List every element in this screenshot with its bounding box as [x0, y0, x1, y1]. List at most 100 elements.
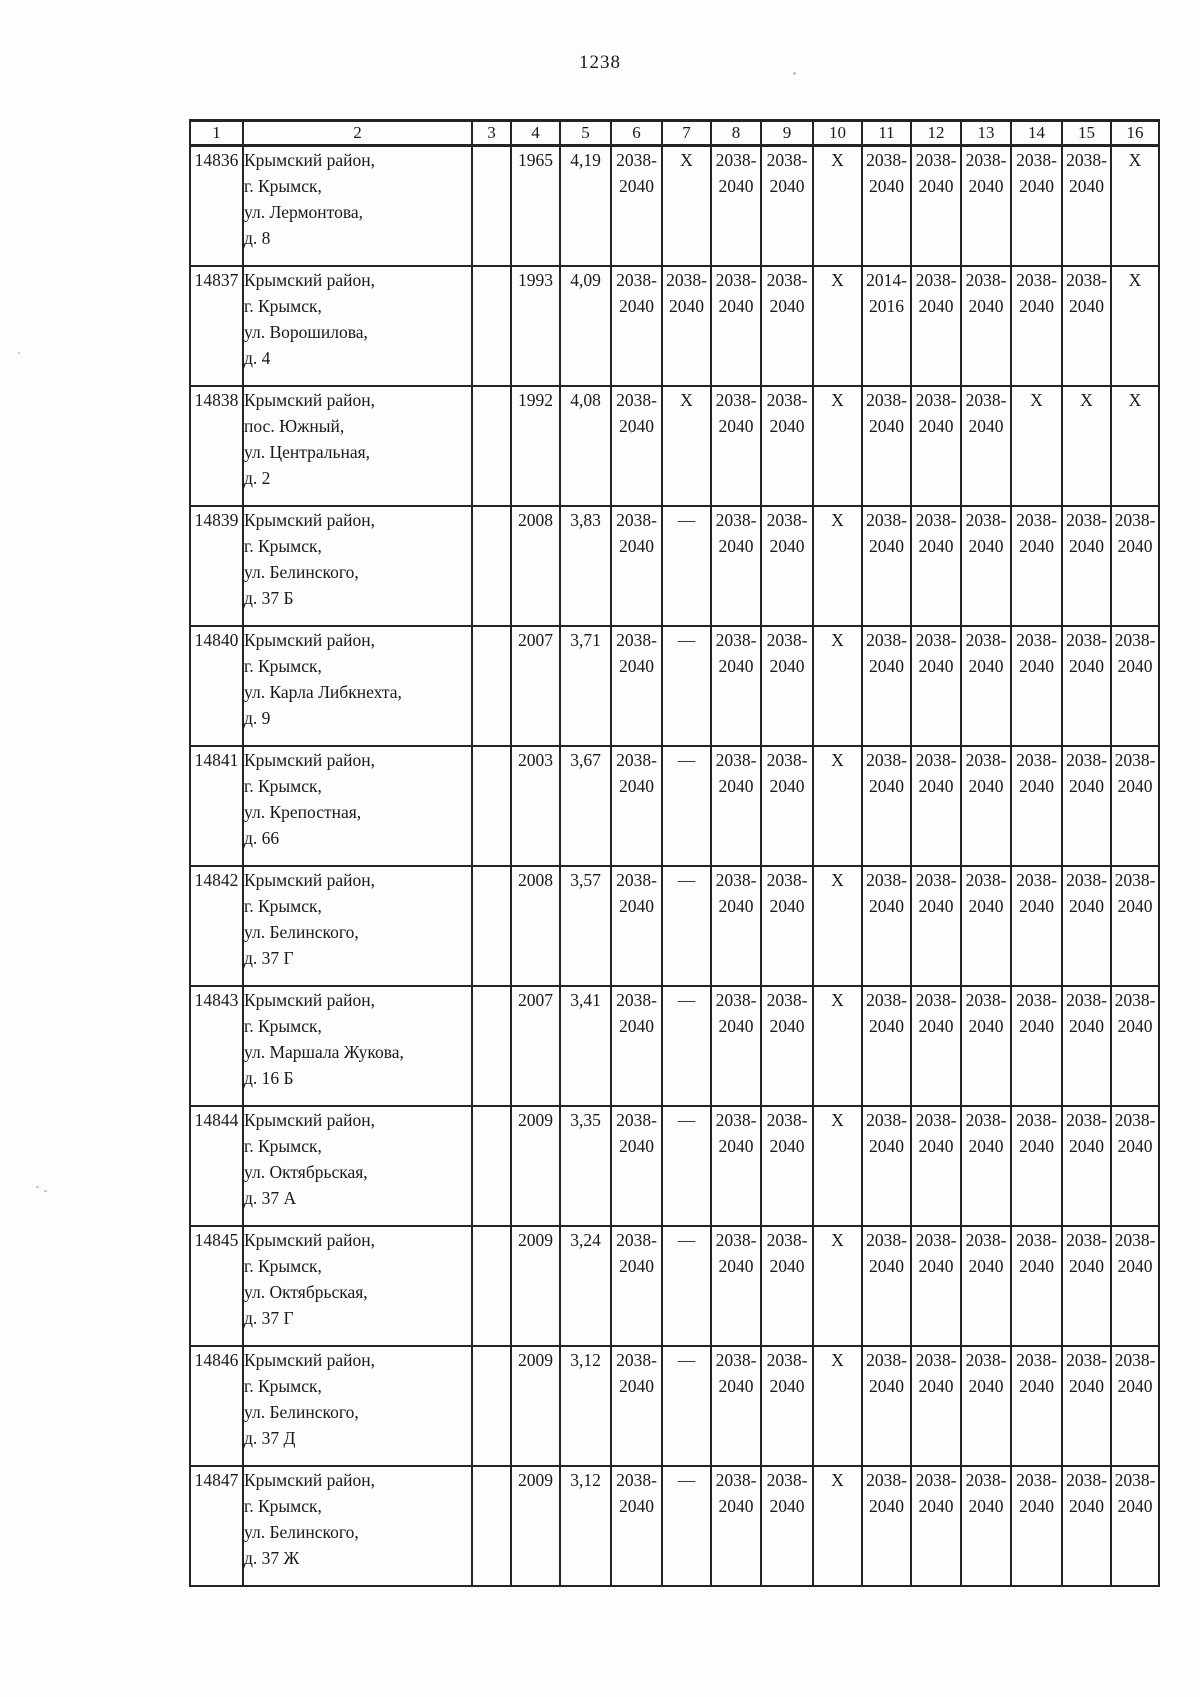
value-cell: 2038- 2040: [1061, 1464, 1112, 1587]
value-cell: 3,41: [559, 984, 612, 1107]
value-cell: [471, 1464, 512, 1587]
value-cell: 2038- 2040: [960, 624, 1012, 747]
value-cell: 2038- 2040: [1010, 264, 1063, 387]
value-cell: 2038- 2040: [861, 624, 912, 747]
value-cell: 2038- 2040: [960, 864, 1012, 987]
table-row: 14843 Крымский район, г. Крымск, ул. Марш…: [189, 984, 1160, 1107]
scan-speck: [18, 352, 20, 354]
table-row: 14845 Крымский район, г. Крымск, ул. Октя…: [189, 1224, 1160, 1347]
column-header: 11: [861, 119, 912, 147]
scan-speck: [793, 72, 796, 75]
value-cell: —: [661, 744, 712, 867]
value-cell: 2038- 2040: [1110, 1224, 1160, 1347]
value-cell: 4,09: [559, 264, 612, 387]
value-cell: X: [1010, 384, 1063, 507]
table-row: 14837 Крымский район, г. Крымск, ул. Воро…: [189, 264, 1160, 387]
address-cell: Крымский район, пос. Южный, ул. Централь…: [242, 384, 473, 507]
value-cell: 4,19: [559, 144, 612, 267]
column-header: 4: [510, 119, 561, 147]
value-cell: 2009: [510, 1344, 561, 1467]
scan-speck: [36, 1186, 39, 1188]
value-cell: 2038- 2040: [861, 984, 912, 1107]
value-cell: 2038- 2040: [960, 264, 1012, 387]
table-row: 14838 Крымский район, пос. Южный, ул. Цен…: [189, 384, 1160, 507]
column-header: 10: [812, 119, 863, 147]
value-cell: 1992: [510, 384, 561, 507]
value-cell: X: [1110, 144, 1160, 267]
page-number: 1238: [579, 52, 621, 73]
address-cell: Крымский район, г. Крымск, ул. Белинског…: [242, 504, 473, 627]
value-cell: X: [812, 864, 863, 987]
column-header: 3: [471, 119, 512, 147]
column-header: 15: [1061, 119, 1112, 147]
value-cell: 2038- 2040: [610, 984, 663, 1107]
value-cell: X: [1061, 384, 1112, 507]
value-cell: 2038- 2040: [1010, 1464, 1063, 1587]
value-cell: 2038- 2040: [760, 744, 814, 867]
value-cell: 2038- 2040: [910, 744, 962, 867]
value-cell: —: [661, 1464, 712, 1587]
value-cell: X: [812, 1344, 863, 1467]
value-cell: 2038- 2040: [610, 1104, 663, 1227]
value-cell: [471, 1104, 512, 1227]
value-cell: 2038- 2040: [710, 624, 762, 747]
value-cell: X: [812, 624, 863, 747]
column-header: 14: [1010, 119, 1063, 147]
value-cell: X: [812, 984, 863, 1107]
value-cell: 2038- 2040: [661, 264, 712, 387]
address-cell: Крымский район, г. Крымск, ул. Лермонтов…: [242, 144, 473, 267]
value-cell: X: [812, 504, 863, 627]
value-cell: [471, 384, 512, 507]
value-cell: 2038- 2040: [1010, 864, 1063, 987]
value-cell: 2038- 2040: [760, 984, 814, 1107]
value-cell: 2038- 2040: [960, 984, 1012, 1107]
value-cell: 2038- 2040: [861, 864, 912, 987]
value-cell: 2038- 2040: [1110, 864, 1160, 987]
value-cell: 3,83: [559, 504, 612, 627]
value-cell: X: [812, 144, 863, 267]
column-header: 1: [189, 119, 244, 147]
scan-speck: [630, 430, 632, 433]
value-cell: 2038- 2040: [960, 384, 1012, 507]
value-cell: 2038- 2040: [861, 1344, 912, 1467]
value-cell: 2038- 2040: [1110, 1344, 1160, 1467]
value-cell: 2038- 2040: [610, 504, 663, 627]
row-id: 14838: [189, 384, 244, 507]
row-id: 14847: [189, 1464, 244, 1587]
value-cell: [471, 264, 512, 387]
value-cell: 3,71: [559, 624, 612, 747]
value-cell: 2038- 2040: [710, 264, 762, 387]
value-cell: 2038- 2040: [1010, 144, 1063, 267]
value-cell: 2038- 2040: [610, 264, 663, 387]
row-id: 14842: [189, 864, 244, 987]
value-cell: 3,12: [559, 1344, 612, 1467]
value-cell: 4,08: [559, 384, 612, 507]
value-cell: 2038- 2040: [1061, 744, 1112, 867]
value-cell: 2038- 2040: [710, 1224, 762, 1347]
value-cell: [471, 984, 512, 1107]
column-header: 8: [710, 119, 762, 147]
value-cell: 2038- 2040: [1110, 1464, 1160, 1587]
value-cell: —: [661, 624, 712, 747]
table-row: 14847 Крымский район, г. Крымск, ул. Бели…: [189, 1464, 1160, 1587]
value-cell: 2038- 2040: [1010, 1344, 1063, 1467]
row-id: 14845: [189, 1224, 244, 1347]
column-header: 9: [760, 119, 814, 147]
column-header: 6: [610, 119, 663, 147]
value-cell: 2038- 2040: [910, 624, 962, 747]
value-cell: 2009: [510, 1224, 561, 1347]
value-cell: 1993: [510, 264, 561, 387]
value-cell: X: [1110, 384, 1160, 507]
value-cell: X: [661, 144, 712, 267]
address-cell: Крымский район, г. Крымск, ул. Белинског…: [242, 1344, 473, 1467]
value-cell: 2014- 2016: [861, 264, 912, 387]
value-cell: X: [812, 1224, 863, 1347]
value-cell: 2038- 2040: [861, 1104, 912, 1227]
value-cell: 2038- 2040: [1061, 1344, 1112, 1467]
value-cell: 2038- 2040: [910, 144, 962, 267]
row-id: 14844: [189, 1104, 244, 1227]
row-id: 14836: [189, 144, 244, 267]
value-cell: 2038- 2040: [760, 1344, 814, 1467]
value-cell: 2038- 2040: [1061, 144, 1112, 267]
